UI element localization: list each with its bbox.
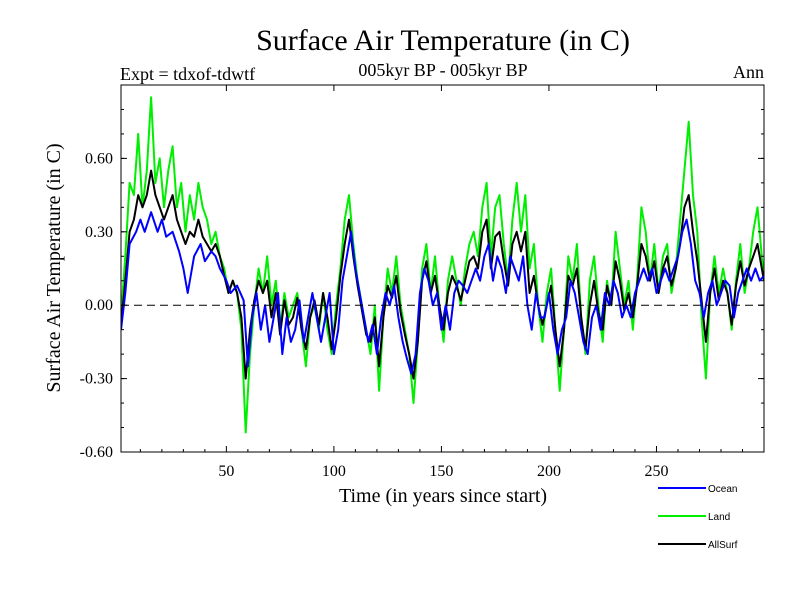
- legend: Ocean Land AllSurf: [658, 484, 738, 551]
- expt-label: Expt = tdxof-tdwtf: [120, 64, 255, 84]
- y-ticks: -0.60 -0.30 0.00 0.30 0.60: [80, 108, 764, 461]
- series-line-ocean: [121, 211, 764, 375]
- x-axis-label: Time (in years since start): [339, 485, 547, 507]
- period-label: Ann: [733, 62, 764, 82]
- x-ticks: 50 100 150 200 250: [139, 85, 743, 480]
- y-tick-label: 0.00: [85, 297, 113, 314]
- y-axis-label: Surface Air Temperature (in C): [43, 143, 65, 392]
- x-tick-label: 150: [429, 463, 453, 480]
- plot-area: 50 100 150 200 250 -0.60 -0.30 0.00 0.30 0.60: [80, 84, 765, 480]
- y-tick-label: -0.30: [80, 371, 113, 388]
- series-layer: [121, 96, 764, 434]
- series-line-allsurf: [121, 169, 764, 380]
- x-tick-label: 200: [537, 463, 561, 480]
- y-tick-label: -0.60: [80, 444, 113, 461]
- legend-label-land: Land: [708, 512, 730, 523]
- chart-subtitle: 005kyr BP - 005kyr BP: [358, 60, 527, 80]
- chart-title: Surface Air Temperature (in C): [256, 24, 630, 57]
- plot-frame: [120, 84, 765, 453]
- legend-label-ocean: Ocean: [708, 484, 737, 495]
- y-tick-label: 0.60: [85, 150, 113, 167]
- legend-label-allsurf: AllSurf: [708, 540, 738, 551]
- x-tick-label: 250: [644, 463, 668, 480]
- x-tick-label: 50: [218, 463, 234, 480]
- x-tick-label: 100: [322, 463, 346, 480]
- y-tick-label: 0.30: [85, 224, 113, 241]
